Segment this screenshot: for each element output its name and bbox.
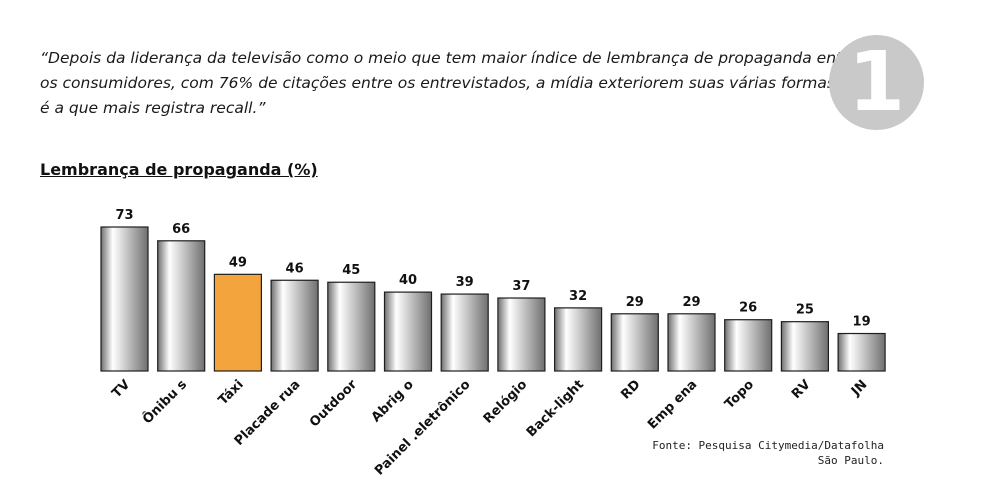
value-label: 25 xyxy=(796,303,814,318)
category-label: Topo xyxy=(722,377,757,412)
category-label: Painel .eletrônico xyxy=(372,377,473,478)
category-label: JN xyxy=(848,377,870,399)
value-label: 19 xyxy=(853,315,871,330)
bar xyxy=(610,313,659,372)
value-label: 39 xyxy=(456,275,474,290)
category-label: Outdoor xyxy=(307,377,361,431)
value-label: 49 xyxy=(229,255,247,270)
value-label: 37 xyxy=(512,279,530,294)
page-number-badge: 1 xyxy=(829,35,924,130)
source-line-1: Fonte: Pesquisa Citymedia/Datafolha xyxy=(652,439,884,452)
category-label: Relógio xyxy=(481,377,530,426)
quote-line-3: é a que mais registra recall.” xyxy=(40,99,266,117)
value-label: 73 xyxy=(115,208,133,223)
bar xyxy=(553,307,603,372)
category-label: Táxi xyxy=(216,377,247,408)
value-label: 26 xyxy=(739,301,757,316)
category-label: Abrig o xyxy=(369,377,417,425)
bar xyxy=(667,313,716,372)
bar xyxy=(383,291,433,372)
category-label: RD xyxy=(618,377,643,402)
value-label: 40 xyxy=(399,273,417,288)
source-line-2: São Paulo. xyxy=(817,454,884,467)
value-label: 29 xyxy=(682,295,700,310)
chart-title: Lembrança de propaganda (%) xyxy=(40,160,318,179)
category-label: Emp ena xyxy=(645,377,700,432)
page-number: 1 xyxy=(847,35,906,130)
value-label: 66 xyxy=(172,222,190,237)
bar xyxy=(724,319,773,372)
bar xyxy=(440,293,489,372)
value-label: 45 xyxy=(342,263,360,278)
bar xyxy=(213,273,262,372)
value-label: 32 xyxy=(569,289,587,304)
bar xyxy=(100,226,149,372)
source-note: Fonte: Pesquisa Citymedia/Datafolha São … xyxy=(652,438,884,468)
bar xyxy=(837,332,886,372)
quote-text: “Depois da liderança da televisão como o… xyxy=(40,46,859,121)
bar xyxy=(270,279,319,372)
quote-line-2: os consumidores, com 76% de citações ent… xyxy=(40,74,835,92)
bar xyxy=(327,281,376,372)
quote-line-1: “Depois da liderança da televisão como o… xyxy=(40,49,859,67)
category-label: RV xyxy=(789,377,814,402)
bar xyxy=(780,321,830,372)
value-label: 29 xyxy=(626,295,644,310)
category-label: Back-light xyxy=(524,377,587,440)
category-label: Ônibu s xyxy=(139,376,190,427)
bar xyxy=(497,297,546,372)
category-label: TV xyxy=(109,377,133,401)
value-label: 46 xyxy=(286,261,304,276)
bar xyxy=(157,240,206,372)
